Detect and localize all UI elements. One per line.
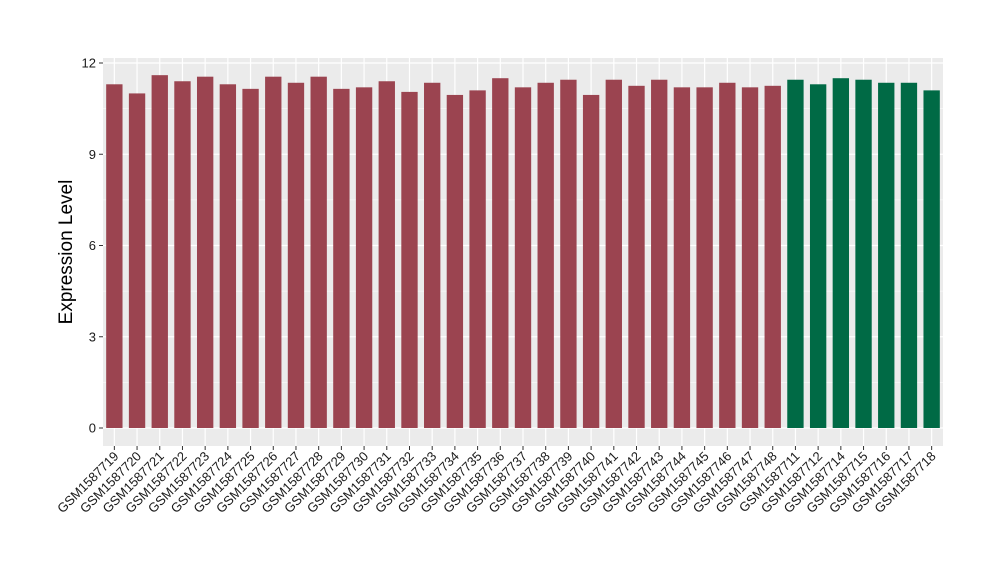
bar (242, 88, 259, 429)
bar (673, 87, 691, 428)
bar (106, 84, 123, 429)
bar (878, 82, 895, 428)
bar (196, 76, 214, 428)
bar (787, 79, 804, 429)
bar (764, 85, 781, 428)
bar (401, 91, 418, 428)
bar (310, 76, 327, 428)
bar (151, 75, 168, 429)
y-tick-label: 9 (89, 147, 96, 162)
bar (900, 82, 918, 428)
bar (287, 82, 305, 428)
bar (651, 79, 668, 429)
y-tick-label: 6 (89, 238, 96, 253)
bars (106, 75, 940, 429)
bar (355, 87, 373, 428)
bar (537, 82, 554, 428)
x-axis: GSM1587719GSM1587720GSM1587721GSM1587722… (54, 446, 939, 516)
bar (128, 93, 146, 429)
bar (923, 90, 940, 428)
bar (424, 82, 441, 428)
y-tick-label: 12 (82, 56, 96, 71)
bar (378, 81, 395, 428)
y-tick-label: 0 (89, 421, 96, 436)
bar (809, 84, 827, 429)
bar (832, 78, 850, 428)
bar (174, 81, 191, 428)
bar (514, 87, 532, 428)
bar (696, 87, 713, 428)
bar (333, 88, 350, 429)
bar (265, 76, 282, 428)
bar (855, 79, 872, 429)
bar (719, 82, 736, 428)
bar (492, 78, 509, 428)
bar (628, 85, 645, 428)
y-axis: 0 3 6 9 12 (82, 56, 103, 436)
bar (582, 94, 600, 428)
bar (219, 84, 237, 429)
bar (446, 94, 464, 428)
bar (605, 79, 622, 429)
y-axis-title: Expression Level (56, 180, 77, 325)
bar (469, 90, 486, 428)
bar (560, 79, 577, 429)
y-tick-label: 3 (89, 329, 96, 344)
bar (741, 87, 759, 428)
